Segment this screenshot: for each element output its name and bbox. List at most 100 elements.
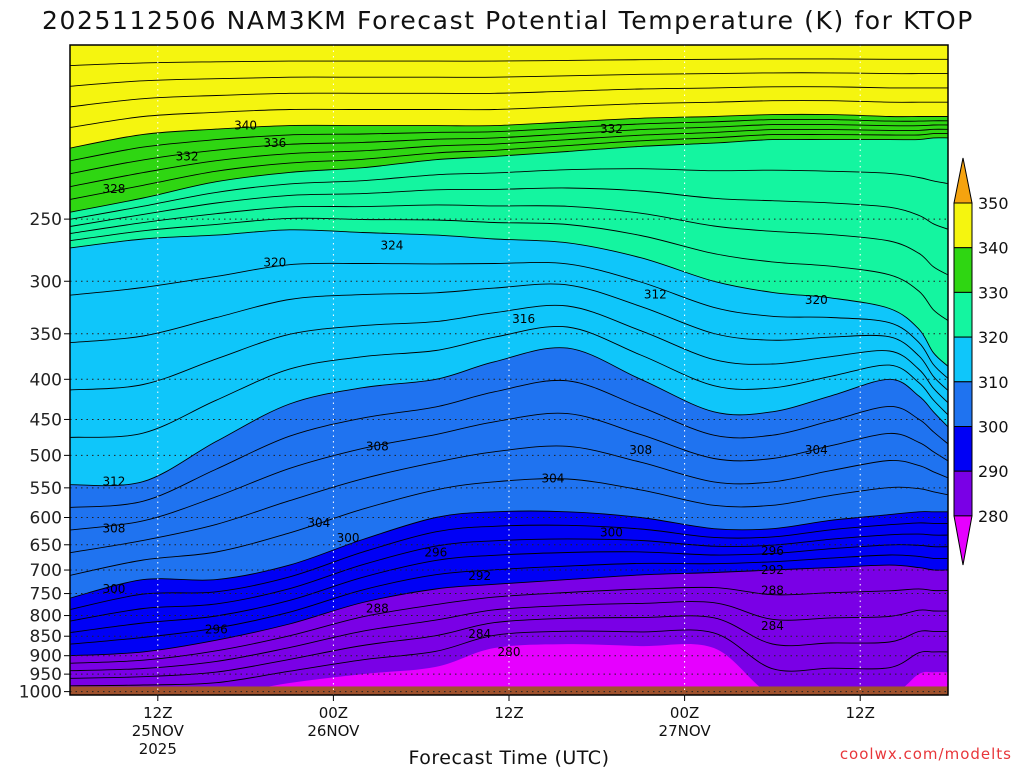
x-tick-label: 25NOV xyxy=(132,722,185,740)
contour-label: 308 xyxy=(629,443,652,457)
x-tick-label: 2025 xyxy=(139,740,177,758)
contour-label: 340 xyxy=(234,119,257,133)
y-tick-label: 650 xyxy=(30,536,62,556)
contour-label: 308 xyxy=(366,439,389,453)
colorbar-label: 320 xyxy=(978,328,1009,347)
y-tick-label: 800 xyxy=(30,607,62,627)
x-axis-title: Forecast Time (UTC) xyxy=(409,747,610,768)
contour-label: 324 xyxy=(380,238,403,252)
colorbar-label: 310 xyxy=(978,373,1009,392)
credit-link[interactable]: coolwx.com/modelts xyxy=(840,745,1012,763)
contour-line xyxy=(70,113,948,149)
contour-label: 328 xyxy=(102,182,125,196)
y-tick-label: 350 xyxy=(30,325,62,345)
contour-line xyxy=(70,347,948,487)
contour-label: 320 xyxy=(805,293,828,307)
y-tick-label: 950 xyxy=(30,665,62,685)
contour-label: 288 xyxy=(366,602,389,616)
contour-line xyxy=(70,229,948,367)
contour-line xyxy=(70,100,948,128)
colorbar-segment xyxy=(953,336,973,383)
contour-line xyxy=(70,204,948,276)
y-tick-label: 400 xyxy=(30,370,62,390)
x-tick-label: 12Z xyxy=(846,704,875,722)
contour-line xyxy=(70,601,948,672)
colorbar-label: 330 xyxy=(978,283,1009,302)
colorbar-arrow-top xyxy=(953,157,973,204)
contour-line xyxy=(70,123,948,175)
contour-line xyxy=(70,564,948,657)
colorbar-segment xyxy=(953,291,973,338)
colorbar-label: 280 xyxy=(978,507,1009,526)
contour-line xyxy=(70,445,948,554)
contour-label: 304 xyxy=(307,516,330,530)
colorbar-segment xyxy=(953,470,973,517)
colorbar-label: 290 xyxy=(978,462,1009,481)
y-tick-label: 700 xyxy=(30,561,62,581)
contour-label: 332 xyxy=(600,122,623,136)
contour-line xyxy=(70,379,948,508)
contour-line xyxy=(70,304,948,404)
contour-label: 332 xyxy=(176,149,199,163)
contour-line xyxy=(70,133,948,200)
y-tick-label: 300 xyxy=(30,272,62,292)
contour-line xyxy=(70,86,948,108)
contour-line xyxy=(70,510,948,599)
contour-line xyxy=(70,478,948,576)
contour-label: 292 xyxy=(761,563,784,577)
colorbar-label: 300 xyxy=(978,418,1009,437)
contour-line xyxy=(70,522,948,611)
colorbar-segment xyxy=(953,426,973,472)
y-tick-label: 1000 xyxy=(19,683,62,703)
x-tick-label: 27NOV xyxy=(659,722,712,740)
contour-label: 312 xyxy=(644,288,667,302)
contour-label: 320 xyxy=(263,256,286,270)
contour-label: 304 xyxy=(805,443,828,457)
x-tick-label: 00Z xyxy=(670,704,699,722)
contour-label: 300 xyxy=(337,531,360,545)
contour-line xyxy=(70,629,948,687)
y-tick-label: 900 xyxy=(30,647,62,667)
fill-band-270 xyxy=(70,644,948,695)
contour-line xyxy=(70,137,948,213)
contour-line xyxy=(70,326,948,438)
y-tick-label: 600 xyxy=(30,509,62,529)
contour-label: 300 xyxy=(102,582,125,596)
contour-line xyxy=(70,554,948,645)
pressure-axis: 2503003504004505005506006507007508008509… xyxy=(19,210,70,703)
contour-label: 280 xyxy=(498,645,521,659)
y-tick-label: 850 xyxy=(30,627,62,647)
contour-label: 316 xyxy=(512,312,535,326)
colorbar-arrow-bottom xyxy=(953,515,973,566)
terrain xyxy=(70,686,948,695)
contour-label: 304 xyxy=(541,471,564,485)
contour-label: 296 xyxy=(205,622,228,636)
contour-line xyxy=(70,118,948,162)
colorbar-segment xyxy=(953,247,973,293)
y-tick-label: 250 xyxy=(30,210,62,230)
y-tick-label: 750 xyxy=(30,585,62,605)
contour-line xyxy=(70,72,948,87)
contour-line xyxy=(70,586,948,664)
y-tick-label: 450 xyxy=(30,410,62,430)
colorbar-label: 350 xyxy=(978,194,1009,213)
contour-line xyxy=(70,261,948,379)
colorbar: 350 340 330 320 310 300 290 280 xyxy=(953,157,1009,566)
contour-line xyxy=(70,168,948,220)
x-tick-label: 00Z xyxy=(319,704,348,722)
contour-label: 296 xyxy=(761,544,784,558)
y-tick-label: 550 xyxy=(30,479,62,499)
chart-title: 2025112506 NAM3KM Forecast Potential Tem… xyxy=(42,6,974,35)
colorbar-segment xyxy=(953,381,973,427)
plot-area: 340 336 332 332 328 324 320 320 316 312 312 308 308 3… xyxy=(69,44,949,696)
contour-label: 300 xyxy=(600,526,623,540)
contour-line xyxy=(70,615,948,679)
contour-label: 292 xyxy=(468,569,491,583)
x-tick-label: 12Z xyxy=(494,704,523,722)
x-tick-label: 26NOV xyxy=(307,722,360,740)
contour-line xyxy=(70,533,948,622)
contour-line xyxy=(70,187,948,230)
contour-label: 336 xyxy=(263,136,286,150)
